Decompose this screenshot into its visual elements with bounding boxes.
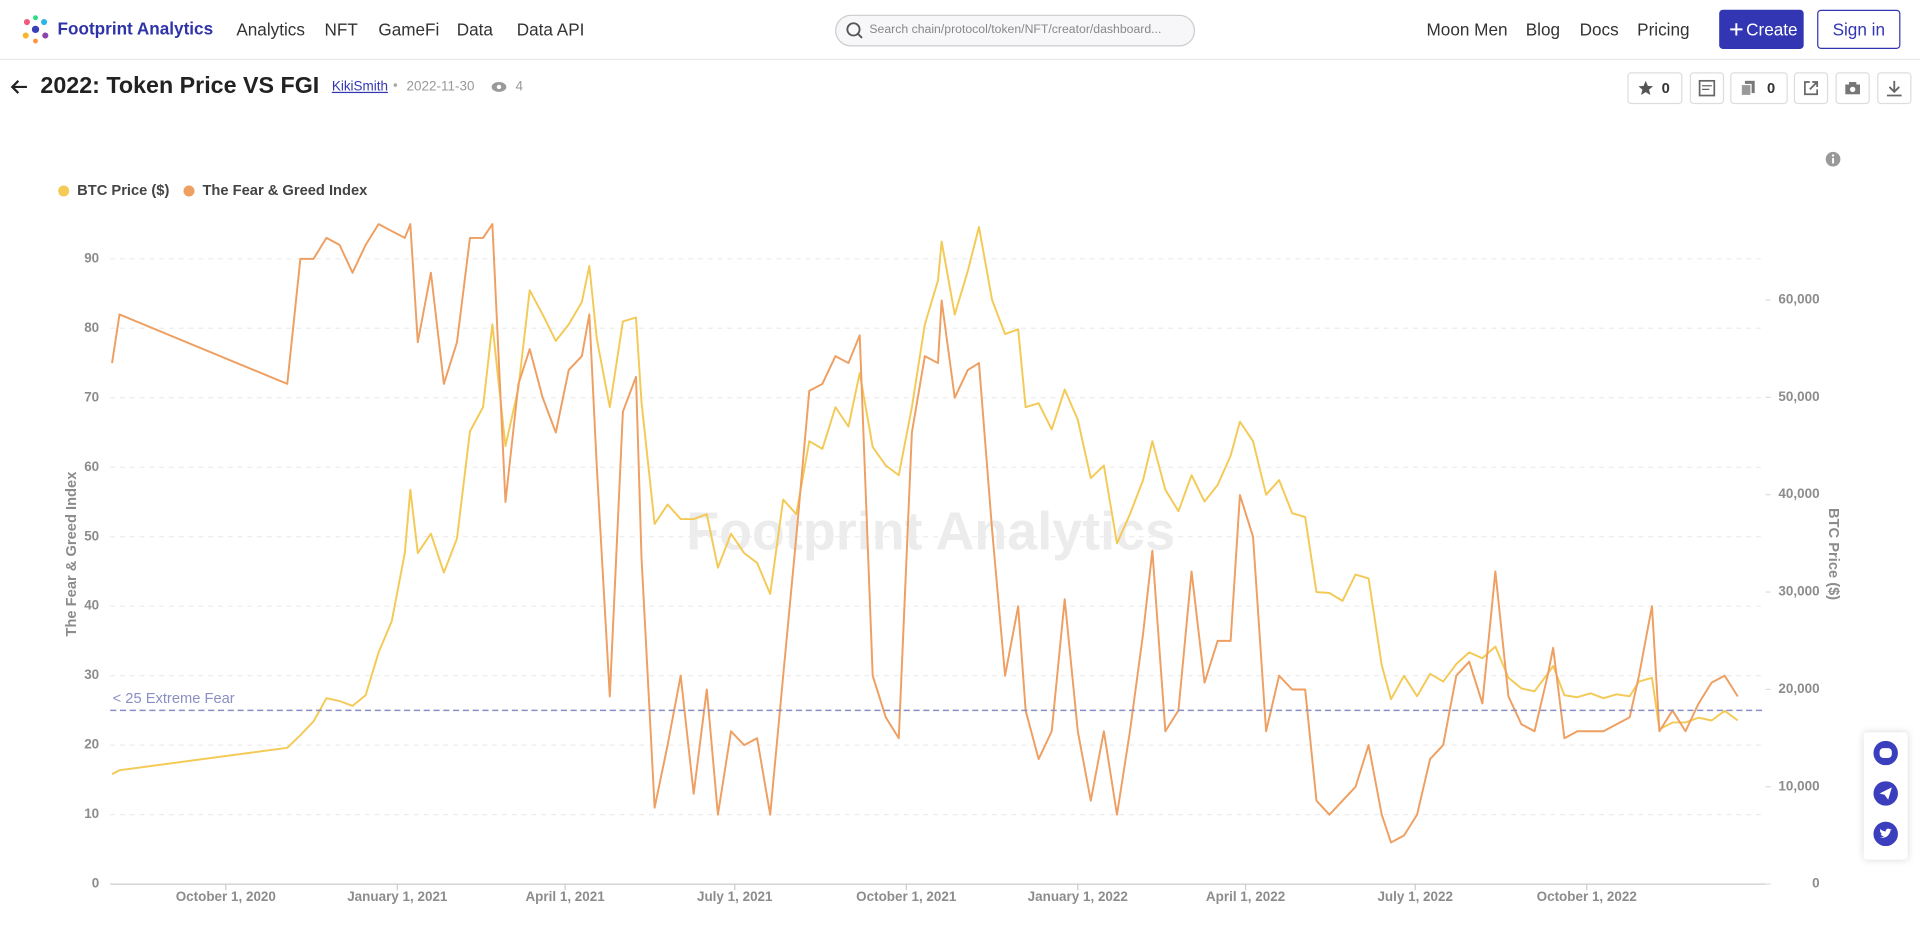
nav-link[interactable]: Moon Men	[1426, 19, 1508, 40]
copy-button[interactable]: 0	[1730, 72, 1788, 105]
y-tick-label: 10	[84, 806, 99, 821]
author-link[interactable]: KikiSmith	[331, 79, 388, 95]
sign-in-button[interactable]: Sign in	[1817, 9, 1901, 49]
y-tick-label: 70	[84, 389, 99, 404]
dashboard-title: 2022: Token Price VS FGI	[40, 73, 320, 100]
camera-icon	[1845, 82, 1861, 95]
legend-label[interactable]: The Fear & Greed Index	[202, 183, 368, 199]
dashboard-date: 2022-11-30	[406, 79, 475, 95]
back-arrow[interactable]	[10, 77, 30, 97]
snapshot-button[interactable]	[1835, 72, 1870, 105]
star-button[interactable]: 0	[1627, 72, 1683, 105]
twitter-icon[interactable]	[1873, 821, 1898, 847]
y-tick-label: 80	[84, 320, 99, 335]
search-placeholder: Search chain/protocol/token/NFT/creator/…	[869, 23, 1162, 37]
nav-link[interactable]: Data	[456, 19, 493, 40]
copy-count: 0	[1766, 79, 1776, 97]
share-icon	[1804, 81, 1819, 96]
y-tick-label: 90	[84, 250, 99, 265]
y-tick-label: 40	[84, 598, 99, 613]
x-tick-label: July 1, 2022	[1377, 889, 1453, 904]
nav-link[interactable]: NFT	[324, 19, 358, 40]
y2-tick-label: 30,000	[1778, 584, 1819, 599]
y2-tick-label: 50,000	[1778, 389, 1819, 404]
nav-link[interactable]: Analytics	[236, 19, 305, 40]
search-icon	[846, 22, 863, 39]
x-tick-label: January 1, 2022	[1028, 889, 1128, 904]
nav-link[interactable]: Data API	[516, 19, 585, 40]
nav-link[interactable]: Docs	[1579, 19, 1619, 40]
y-tick-label: 20	[84, 737, 99, 752]
y-tick-label: 0	[92, 876, 99, 891]
telegram-icon[interactable]	[1873, 781, 1898, 806]
x-tick-label: July 1, 2021	[697, 889, 773, 904]
copy-icon	[1740, 80, 1755, 97]
y2-tick-label: 60,000	[1778, 292, 1819, 307]
reference-label: < 25 Extreme Fear	[113, 691, 235, 707]
nav-link[interactable]: Blog	[1525, 19, 1561, 40]
legend-label[interactable]: BTC Price ($)	[77, 183, 169, 199]
series-line	[111, 223, 1739, 844]
y2-tick-label: 10,000	[1778, 778, 1819, 793]
y-tick-label: 30	[84, 667, 99, 682]
download-icon	[1886, 80, 1902, 97]
legend-marker	[183, 185, 195, 197]
y2-tick-label: 20,000	[1778, 681, 1819, 696]
views-count: 4	[515, 79, 524, 95]
legend-marker	[58, 185, 70, 197]
y-tick-label: 50	[84, 528, 99, 543]
social-bar	[1863, 732, 1908, 860]
report-button[interactable]	[1689, 72, 1725, 105]
logo-text[interactable]: Footprint Analytics	[57, 18, 214, 38]
nav-link[interactable]: GameFi	[378, 19, 440, 40]
separator: •	[393, 78, 398, 94]
x-tick-label: October 1, 2022	[1537, 889, 1637, 904]
discord-icon[interactable]	[1873, 740, 1898, 766]
header: Footprint Analytics Analytics NFT GameFi…	[0, 0, 1920, 61]
y-tick-label: 60	[84, 459, 99, 474]
plus-icon	[1730, 23, 1743, 36]
report-icon	[1698, 79, 1716, 97]
info-icon[interactable]	[1824, 151, 1841, 168]
y2-tick-label: 0	[1812, 876, 1819, 891]
chart: Footprint Analytics 0 10 20 30 40 50 60 70 80 90 0 1…	[58, 183, 1841, 904]
y2-axis-title: BTC Price ($)	[1825, 508, 1841, 600]
share-button[interactable]	[1793, 72, 1829, 105]
x-tick-label: April 1, 2021	[525, 889, 605, 904]
star-icon	[1638, 80, 1654, 96]
series-line	[111, 226, 1739, 775]
watermark: Footprint Analytics	[686, 501, 1175, 561]
star-count: 0	[1661, 79, 1670, 97]
x-tick-label: April 1, 2022	[1206, 889, 1285, 904]
views-icon	[491, 82, 507, 92]
download-button[interactable]	[1877, 72, 1912, 105]
y-axis-title: The Fear & Greed Index	[64, 471, 80, 637]
y2-tick-label: 40,000	[1778, 486, 1819, 501]
logo-icon	[22, 15, 49, 44]
nav-link[interactable]: Pricing	[1637, 19, 1690, 40]
create-button[interactable]: Create	[1719, 9, 1804, 49]
search-box[interactable]: Search chain/protocol/token/NFT/creator/…	[835, 14, 1196, 47]
x-tick-label: October 1, 2021	[856, 889, 957, 904]
create-label: Create	[1746, 19, 1798, 40]
x-tick-label: January 1, 2021	[347, 889, 448, 904]
x-tick-label: October 1, 2020	[176, 889, 276, 904]
